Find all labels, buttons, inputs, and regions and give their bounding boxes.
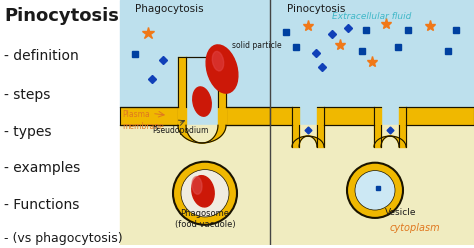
Circle shape — [181, 170, 229, 217]
Text: Vesicle: Vesicle — [385, 208, 417, 217]
Text: - steps: - steps — [4, 88, 50, 102]
Ellipse shape — [192, 176, 214, 207]
Bar — [399, 107, 406, 125]
Bar — [317, 107, 324, 125]
Bar — [270, 0, 474, 125]
Polygon shape — [178, 125, 226, 143]
Bar — [120, 125, 270, 245]
Bar — [374, 125, 381, 147]
Text: Plasma
membrane: Plasma membrane — [122, 110, 164, 130]
Bar — [399, 125, 406, 147]
Bar — [218, 57, 226, 125]
Bar — [317, 125, 324, 147]
Bar — [120, 0, 270, 125]
Text: Phagocytosis: Phagocytosis — [135, 4, 204, 14]
Bar — [374, 107, 381, 125]
Text: - definition: - definition — [4, 49, 79, 63]
Text: cytoplasm: cytoplasm — [390, 223, 441, 233]
Text: - types: - types — [4, 125, 52, 139]
Bar — [324, 107, 374, 125]
Bar — [226, 107, 270, 125]
Bar — [120, 107, 178, 125]
Bar — [292, 125, 299, 147]
Text: - (vs phagocytosis): - (vs phagocytosis) — [4, 232, 123, 245]
Bar — [270, 107, 292, 125]
Bar — [270, 125, 474, 245]
Text: solid particle: solid particle — [232, 41, 282, 50]
Text: Pinocytosis: Pinocytosis — [4, 7, 119, 25]
Circle shape — [347, 163, 403, 218]
Ellipse shape — [206, 45, 238, 93]
Text: Extracellular fluid: Extracellular fluid — [332, 12, 412, 21]
Bar — [178, 57, 186, 125]
Text: - examples: - examples — [4, 161, 80, 175]
Circle shape — [173, 162, 237, 225]
Ellipse shape — [193, 87, 211, 116]
Ellipse shape — [212, 51, 224, 71]
Text: - Functions: - Functions — [4, 198, 79, 212]
Bar — [406, 107, 474, 125]
Polygon shape — [292, 136, 324, 147]
Text: Phagosome
(food vacuole): Phagosome (food vacuole) — [175, 209, 235, 229]
Polygon shape — [374, 136, 406, 147]
Circle shape — [355, 171, 395, 210]
Bar — [292, 107, 299, 125]
Text: Pinocytosis: Pinocytosis — [287, 4, 346, 14]
Ellipse shape — [192, 177, 202, 194]
Text: Pseudopodium: Pseudopodium — [152, 126, 209, 135]
